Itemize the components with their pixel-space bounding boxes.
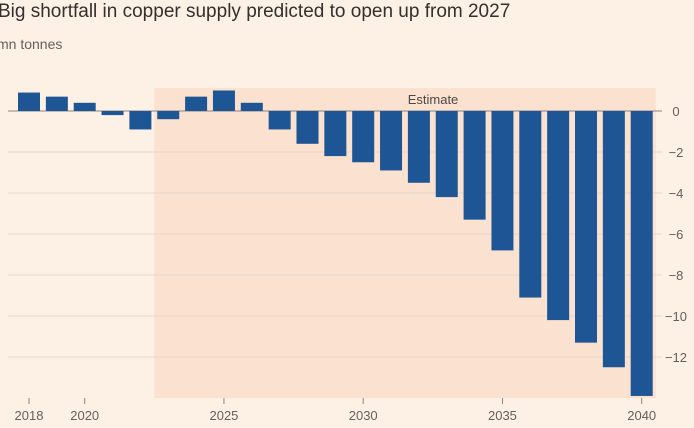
bar-2030 [352,111,375,163]
chart-subtitle: mn tonnes [0,36,63,52]
bar-2024 [185,96,208,111]
bar-2027 [268,111,291,130]
bar-2037 [547,111,570,321]
bar-2021 [101,111,124,116]
bar-2026 [240,102,263,111]
y-tick-label: −12 [665,350,687,365]
bar-2031 [380,111,403,171]
y-tick-label: −6 [669,227,684,242]
bar-2032 [407,111,430,183]
bar-2028 [296,111,319,144]
bar-2040 [630,111,653,396]
y-tick-label: −4 [669,186,684,201]
y-tick-label: −8 [669,268,684,283]
bar-2020 [73,102,96,111]
chart-title: Big shortfall in copper supply predicted… [0,1,511,22]
x-tick-label: 2030 [349,408,378,423]
x-tick-label: 2040 [627,408,656,423]
x-tick-label: 2025 [209,408,238,423]
estimate-label: Estimate [408,92,459,107]
x-tick-label: 2035 [488,408,517,423]
bar-2025 [212,90,235,111]
y-tick-label: 0 [672,104,679,119]
bar-2039 [602,111,625,368]
x-tick-label: 2018 [15,408,44,423]
bar-2035 [491,111,514,251]
estimate-region [154,88,656,398]
x-tick-label: 2020 [70,408,99,423]
bar-2033 [435,111,458,198]
y-tick-label: −10 [665,309,687,324]
bar-2019 [45,96,68,111]
bar-2018 [18,92,40,111]
bar-2034 [463,111,486,220]
bar-2036 [519,111,542,298]
y-tick-label: −2 [669,145,684,160]
bar-2038 [575,111,597,343]
bar-2029 [324,111,347,157]
bar-2022 [129,111,152,130]
bar-2023 [157,111,180,120]
